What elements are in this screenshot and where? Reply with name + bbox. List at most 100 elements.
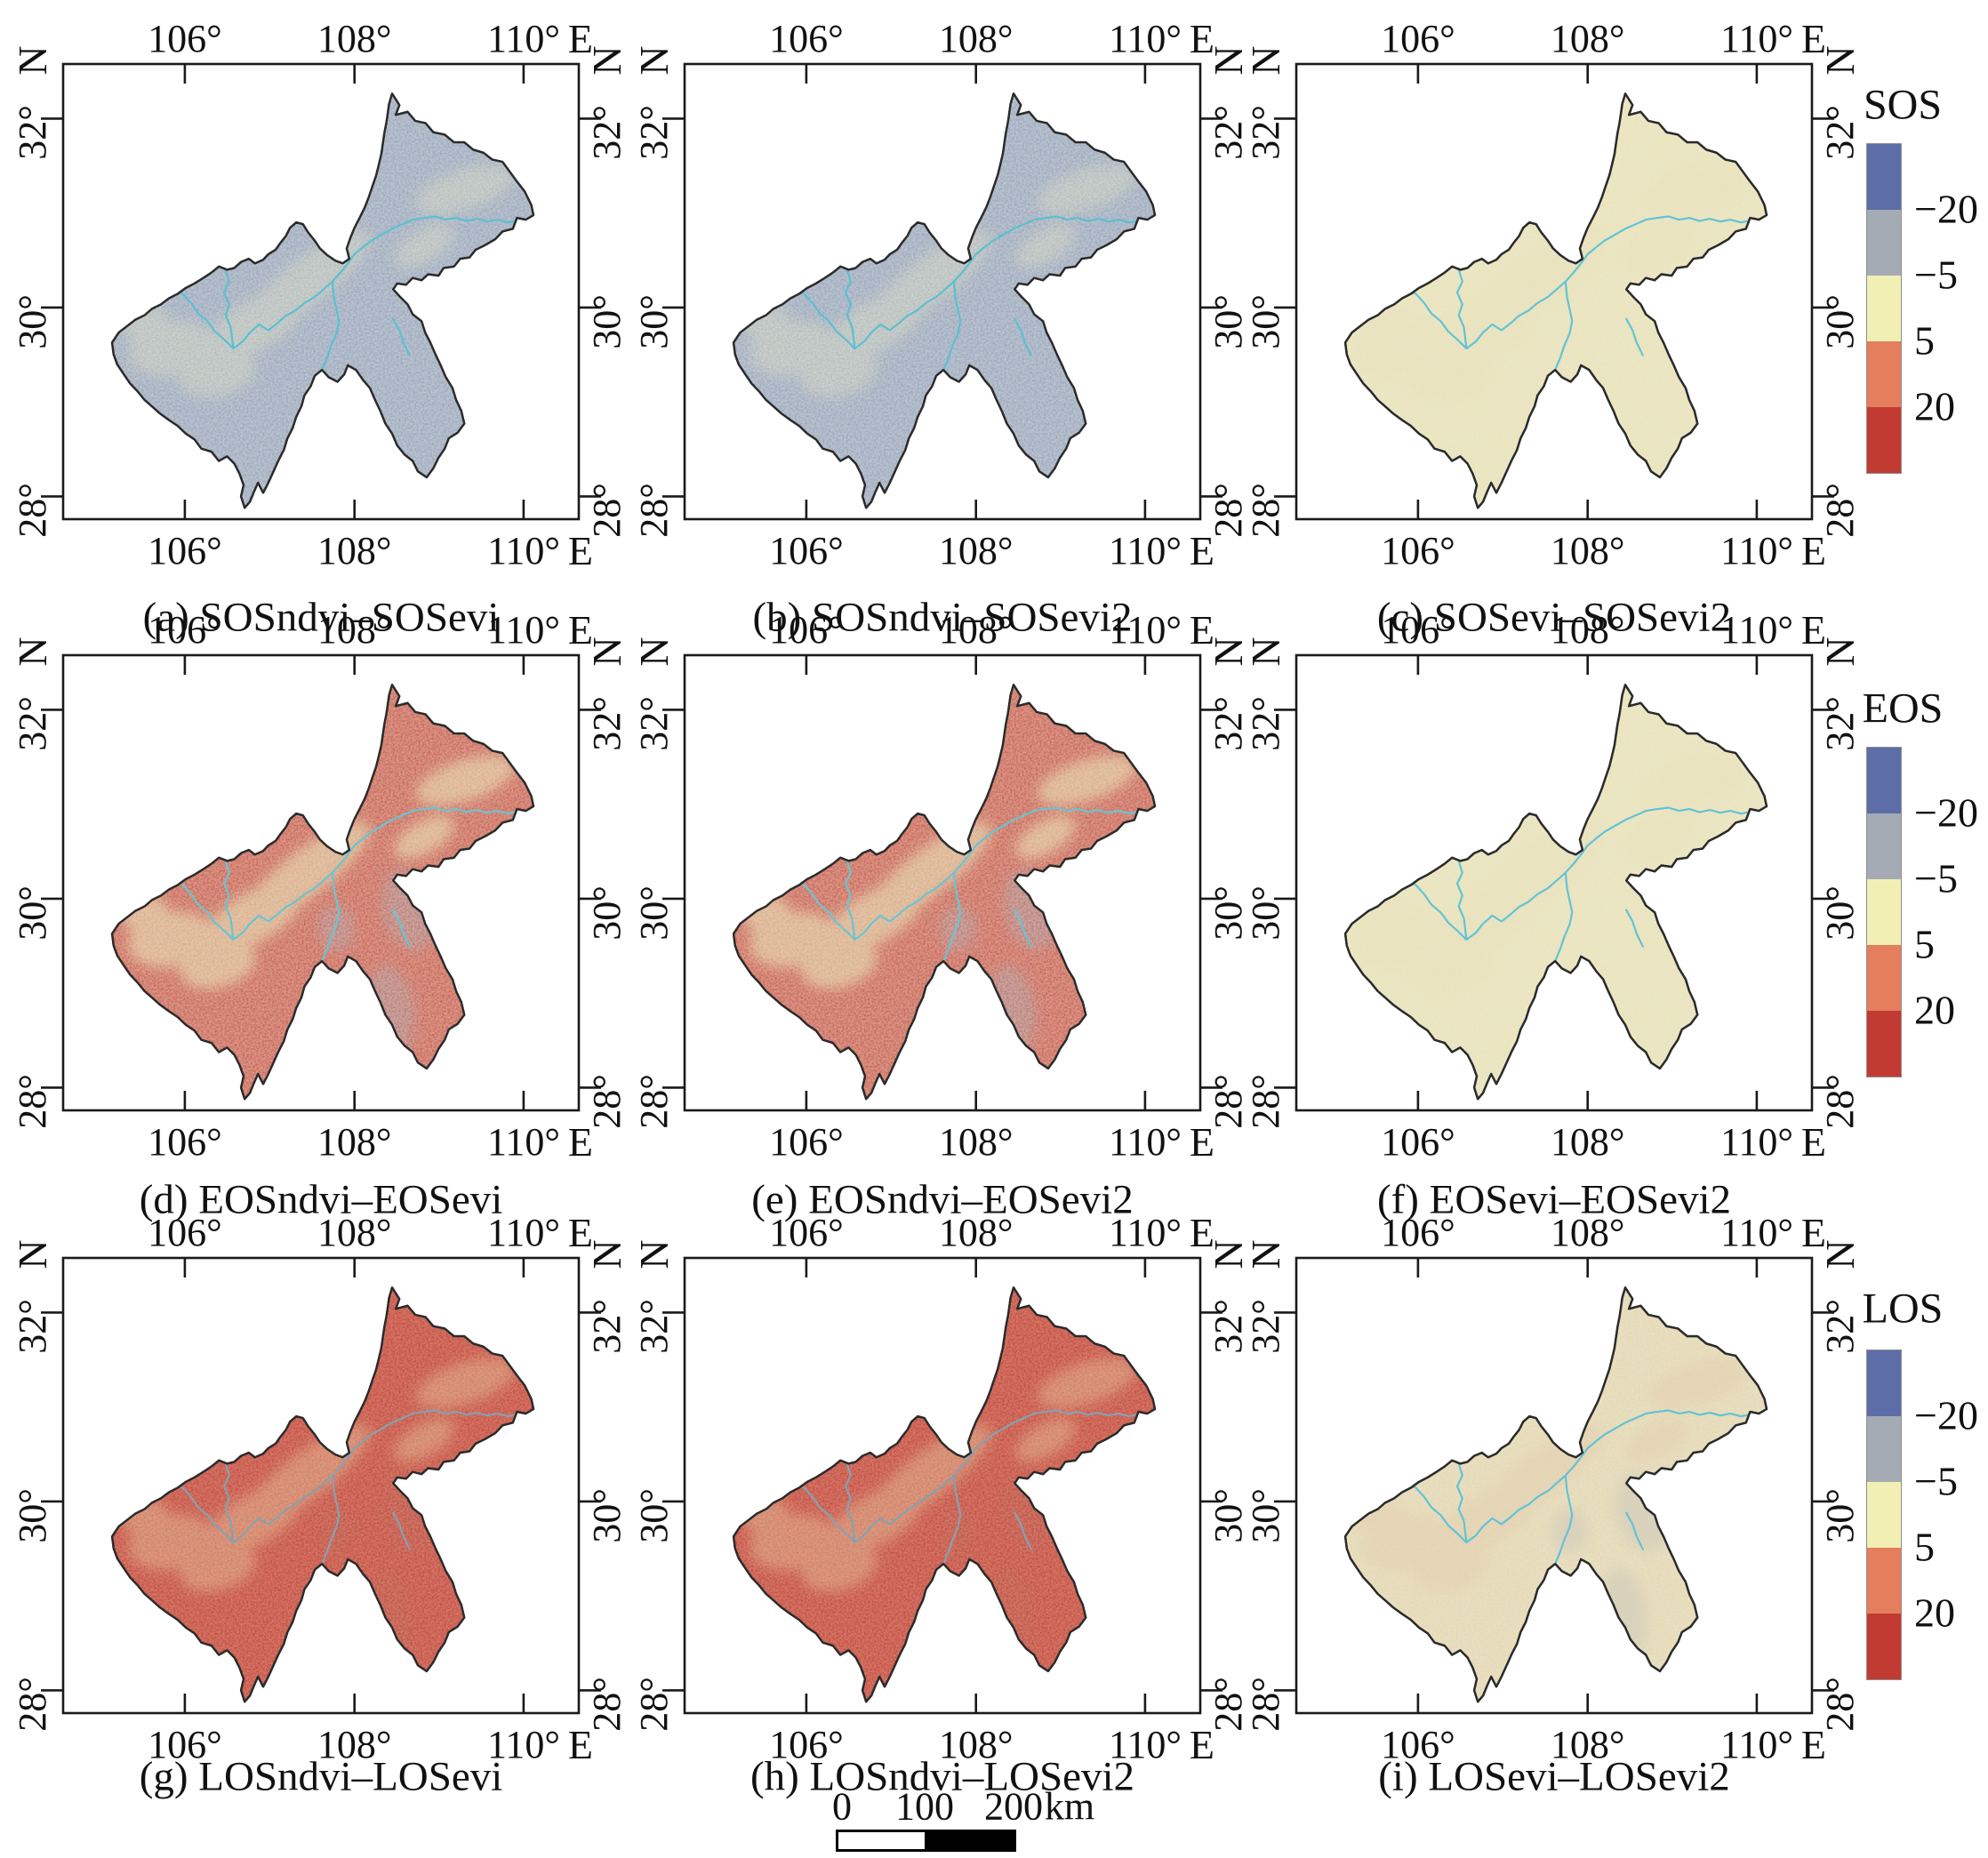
panel-c-map-svg [1274,62,1834,521]
lat-tick-label-left: 28° [1244,1074,1287,1130]
lat-tick-label-left: 30° [632,885,676,941]
lon-tick-label-top: 106° [769,17,844,60]
colorbar-tick-label: −5 [1914,855,1958,901]
scalebar-label: 200 [984,1784,1043,1829]
lat-tick-label-left: 32° [1244,1299,1287,1355]
lat-tick-label-left: 28° [632,1677,676,1733]
lon-tick-label-bottom: 106° [769,1120,844,1164]
lat-tick-label-left: 28° [1244,1677,1287,1733]
colorbar-segment [1867,341,1901,407]
panel-g-caption: (g) LOSndvi–LOSevi [139,1753,503,1800]
colorbar-tick-label: 5 [1914,317,1935,364]
panel-h-map-svg [662,1256,1222,1715]
lon-tick-label-top: 106° [1381,608,1455,652]
lat-tick-label-left: 32° [632,696,676,752]
panel-d-caption: (d) EOSndvi–EOSevi [139,1176,503,1223]
lon-tick-label-bottom: 110° [486,1723,560,1766]
lon-tick-label-bottom: 108° [938,1120,1014,1164]
lat-tick-label-right: 32° [1818,105,1862,161]
north-label-left: N [1243,637,1288,667]
lat-tick-label-left: 28° [632,483,676,539]
lat-tick-label-left: 32° [11,105,54,161]
colorbar-los [1866,1349,1902,1680]
lon-tick-label-top: 108° [1550,17,1625,60]
lat-tick-label-left: 32° [632,105,676,161]
colorbar-tick-label: 20 [1914,383,1955,429]
east-label-top: E [1189,16,1214,61]
east-label-top: E [567,607,593,653]
east-label-top: E [1189,1210,1214,1255]
north-label-left: N [631,45,677,76]
lon-tick-label-top: 106° [148,608,222,652]
lon-tick-label-top: 108° [317,1211,392,1254]
east-label-top: E [1800,1210,1826,1255]
lat-tick-label-right: 32° [585,696,629,752]
lon-tick-label-top: 108° [938,1211,1014,1254]
panel-c-caption: (c) SOSevi–SOSevi2 [1376,594,1732,641]
lat-tick-label-left: 30° [1244,294,1287,349]
east-label-top: E [1800,16,1826,61]
lon-tick-label-bottom: 110° [1719,1723,1793,1766]
lon-tick-label-top: 106° [148,17,222,60]
colorbar-segment [1867,1614,1901,1679]
north-label-right: N [1817,1239,1863,1269]
lon-tick-label-top: 108° [1550,1211,1625,1254]
north-label-left: N [10,45,55,76]
lon-tick-label-bottom: 106° [148,1120,222,1164]
lat-tick-label-right: 32° [585,1299,629,1355]
lat-tick-label-right: 30° [1818,294,1862,349]
east-label-top: E [567,16,593,61]
lon-tick-label-top: 106° [148,1211,222,1254]
lat-tick-label-right: 28° [1206,483,1250,539]
lon-tick-label-top: 110° [486,608,560,652]
lon-tick-label-top: 106° [1381,17,1455,60]
lon-tick-label-bottom: 110° [486,1120,560,1164]
panel-f-caption: (f) EOSevi–EOSevi2 [1376,1176,1732,1223]
panel-b-caption: (b) SOSndvi–SOSevi2 [752,594,1133,641]
lat-tick-label-right: 28° [1818,1074,1862,1130]
lat-tick-label-left: 28° [632,1074,676,1130]
lon-tick-label-bottom: 108° [1550,529,1625,573]
panel-a-caption: (a) SOSndvi–SOSevi [142,594,500,641]
lat-tick-label-right: 30° [585,294,629,349]
lat-tick-label-right: 30° [585,1488,629,1543]
lon-tick-label-bottom: 108° [938,1723,1014,1766]
lat-tick-label-right: 32° [1206,696,1250,752]
lat-tick-label-right: 30° [1206,1488,1250,1543]
lat-tick-label-right: 28° [585,483,629,539]
colorbar-tick-label: −20 [1914,186,1978,232]
lon-tick-label-top: 108° [1550,608,1625,652]
lat-tick-label-left: 30° [11,1488,54,1543]
lon-tick-label-bottom: 110° [1719,1120,1793,1164]
lat-tick-label-left: 32° [11,1299,54,1355]
lat-tick-label-left: 28° [1244,483,1287,539]
lon-tick-label-bottom: 106° [148,529,222,573]
colorbar-title-los: LOS [1862,1285,1944,1333]
colorbar-tick-label: 5 [1914,921,1935,967]
lat-tick-label-right: 28° [1818,483,1862,539]
colorbar-tick-label: −20 [1914,1392,1978,1438]
panel-g-map-svg [41,1256,601,1715]
scalebar-unit: km [1044,1784,1095,1829]
east-label-bottom: E [567,1722,593,1767]
lat-tick-label-right: 28° [1818,1677,1862,1733]
lat-tick-label-right: 30° [1818,1488,1862,1543]
lat-tick-label-left: 28° [11,1677,54,1733]
lat-tick-label-left: 32° [11,696,54,752]
lon-tick-label-bottom: 110° [486,529,560,573]
colorbar-segment [1867,210,1901,276]
lon-tick-label-bottom: 108° [938,529,1014,573]
lon-tick-label-top: 106° [769,1211,844,1254]
colorbar-tick-label: −20 [1914,789,1978,836]
lon-tick-label-bottom: 108° [1550,1120,1625,1164]
lat-tick-label-right: 30° [1206,294,1250,349]
lon-tick-label-top: 108° [317,608,392,652]
east-label-bottom: E [1800,528,1826,573]
lat-tick-label-left: 28° [11,1074,54,1130]
colorbar-tick-label: −5 [1914,1458,1958,1504]
panel-d-map-svg [41,653,601,1112]
scalebar-bar [836,1830,1016,1852]
colorbar-segment [1867,945,1901,1011]
lat-tick-label-left: 32° [632,1299,676,1355]
north-label-right: N [584,45,629,76]
